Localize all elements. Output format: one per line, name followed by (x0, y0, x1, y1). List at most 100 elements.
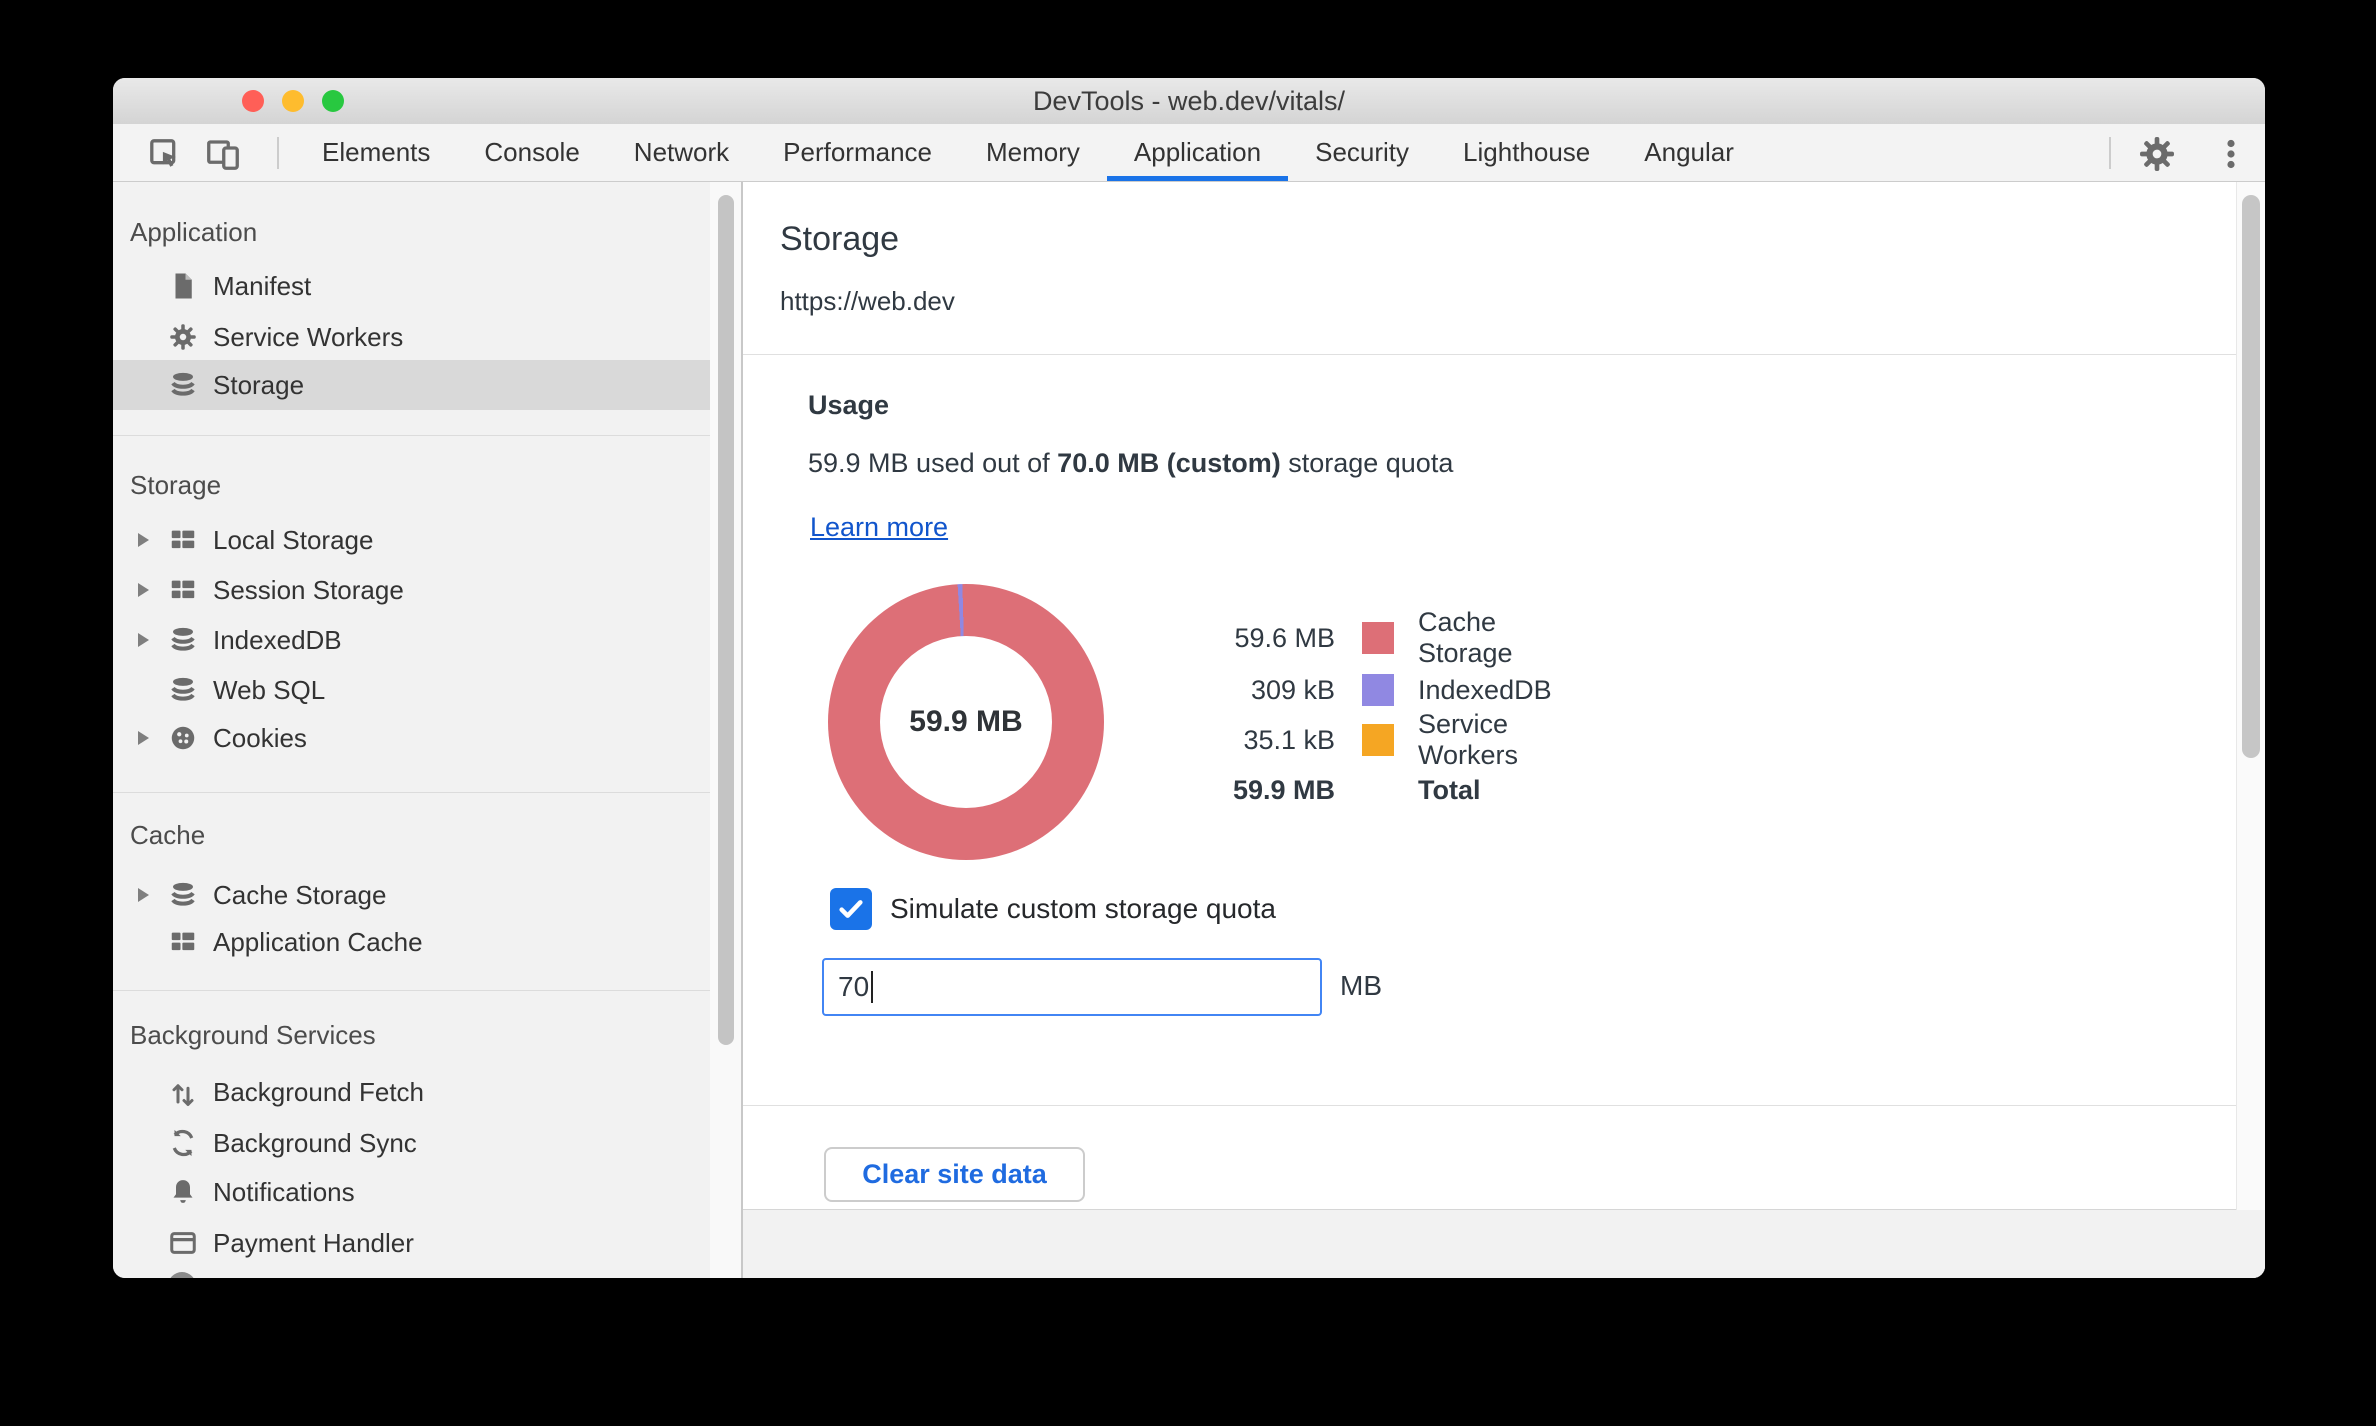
sidebar-item-notifications[interactable]: Notifications (113, 1167, 710, 1217)
storage-panel: Storage https://web.dev Usage 59.9 MB us… (743, 182, 2265, 1278)
database-icon (171, 627, 195, 651)
tab-network[interactable]: Network (633, 137, 730, 167)
main-scrollbar-thumb[interactable] (2242, 195, 2260, 758)
sidebar-item-local-storage[interactable]: Local Storage (113, 515, 710, 565)
quota-unit-label: MB (1340, 970, 1382, 1001)
toolbar-divider (277, 137, 279, 169)
sidebar-item-indexeddb[interactable]: IndexedDB (113, 615, 710, 665)
inspect-element-icon[interactable] (143, 132, 187, 176)
sidebar-item-manifest[interactable]: Manifest (113, 261, 710, 311)
legend-label: Service Workers (1418, 709, 1519, 770)
main-scrollbar-track[interactable] (2236, 182, 2265, 1210)
learn-more-link[interactable]: Learn more (810, 512, 949, 542)
expand-arrow-icon[interactable] (138, 633, 168, 647)
section-header-storage: Storage (130, 469, 222, 500)
section-header-application: Application (130, 216, 258, 247)
simulate-quota-label: Simulate custom storage quota (890, 893, 1276, 924)
table-icon (171, 932, 195, 951)
sidebar-item-label: Payment Handler (213, 1227, 414, 1258)
sidebar-item-label: Cache Storage (213, 879, 387, 910)
legend-value: 35.1 kB (1243, 724, 1335, 755)
service-workers-swatch (1362, 724, 1394, 756)
expand-arrow-icon[interactable] (138, 888, 168, 902)
database-icon (171, 372, 195, 396)
tab-memory[interactable]: Memory (986, 137, 1080, 167)
legend-label: IndexedDB (1418, 674, 1552, 705)
expand-arrow-icon[interactable] (138, 533, 168, 547)
tab-angular[interactable]: Angular (1644, 137, 1734, 167)
section-header-background-services: Background Services (130, 1019, 376, 1050)
legend-total-value: 59.9 MB (1232, 774, 1335, 805)
sidebar-item-application-cache[interactable]: Application Cache (113, 917, 710, 967)
sidebar-item-label: Session Storage (213, 574, 404, 605)
devtools-window: DevTools - web.dev/vitals/ Elements Cons… (113, 78, 2265, 1278)
legend-label: Cache Storage (1418, 607, 1513, 668)
legend-total-label: Total (1418, 774, 1481, 805)
tab-console[interactable]: Console (484, 137, 580, 167)
sidebar-item-label: Cookies (213, 722, 307, 753)
sidebar-item-label: Manifest (213, 270, 312, 301)
window-title: DevTools - web.dev/vitals/ (1032, 86, 1346, 116)
sidebar-item-label: Service Workers (213, 321, 404, 352)
origin-url: https://web.dev (780, 286, 955, 316)
sidebar-scrollbar-thumb[interactable] (718, 195, 734, 1045)
simulate-quota-checkbox[interactable] (830, 888, 872, 930)
device-toolbar-icon[interactable] (201, 132, 245, 176)
sidebar-item-service-workers[interactable]: Service Workers (113, 312, 710, 362)
tab-application[interactable]: Application (1106, 124, 1289, 181)
donut-center-label: 59.9 MB (880, 636, 1052, 808)
clear-site-data-button[interactable]: Clear site data (824, 1147, 1085, 1202)
sidebar-item-label: Application Cache (213, 926, 423, 957)
database-icon (171, 677, 195, 701)
quota-input-value: 70 (838, 971, 870, 1002)
sidebar-item-payment-handler[interactable]: Payment Handler (113, 1218, 710, 1268)
minimize-window-button[interactable] (282, 90, 304, 112)
sidebar-item-cache-storage[interactable]: Cache Storage (113, 870, 710, 920)
sidebar-item-label: Local Storage (213, 524, 374, 555)
panel-split-divider[interactable] (741, 182, 743, 1278)
tab-security[interactable]: Security (1315, 137, 1410, 167)
usage-summary: 59.9 MB used out of 70.0 MB (custom) sto… (808, 448, 1453, 479)
expand-arrow-icon[interactable] (138, 731, 168, 745)
page-title: Storage (780, 220, 900, 258)
usage-used: 59.9 MB used out of (808, 448, 1058, 478)
sidebar-item-background-sync[interactable]: Background Sync (113, 1118, 710, 1168)
usage-quota: 70.0 MB (custom) (1057, 448, 1281, 478)
up-down-arrows-icon (172, 1084, 194, 1106)
sidebar-item-session-storage[interactable]: Session Storage (113, 565, 710, 615)
close-window-button[interactable] (242, 90, 264, 112)
sidebar-item-label: Notifications (213, 1176, 355, 1207)
legend-value: 59.6 MB (1234, 622, 1335, 653)
tab-performance[interactable]: Performance (783, 137, 932, 167)
sidebar-divider (113, 990, 710, 991)
sidebar-item-web-sql[interactable]: Web SQL (113, 665, 710, 715)
cookie-icon (171, 726, 195, 750)
toolbar-divider (2109, 137, 2111, 169)
database-icon (171, 882, 195, 906)
sidebar-item-cookies[interactable]: Cookies (113, 713, 710, 763)
section-header-cache: Cache (130, 819, 206, 850)
legend-value: 309 kB (1250, 674, 1335, 705)
panel-tabs: Elements Console Network Performance Mem… (295, 124, 1761, 181)
zoom-window-button[interactable] (322, 90, 344, 112)
sidebar-item-storage[interactable]: Storage (113, 360, 710, 410)
application-sidebar: Application Manifest Service Workers (113, 182, 741, 1278)
payment-card-icon (170, 1232, 196, 1254)
sidebar-item-label: Storage (213, 369, 305, 400)
tab-lighthouse[interactable]: Lighthouse (1463, 137, 1591, 167)
sidebar-item-background-fetch[interactable]: Background Fetch (113, 1067, 710, 1117)
text-caret (871, 971, 874, 1003)
sidebar-item-label: Web SQL (213, 674, 326, 705)
quota-input[interactable]: 70 (822, 958, 1322, 1016)
sync-icon (172, 1129, 194, 1157)
kebab-menu-icon[interactable] (2209, 132, 2253, 176)
sidebar-divider (113, 792, 710, 793)
panel-footer-strip (743, 1209, 2265, 1278)
expand-arrow-icon[interactable] (138, 583, 168, 597)
cache-storage-swatch (1362, 622, 1394, 654)
settings-gear-icon[interactable] (2135, 132, 2179, 176)
devtools-toolbar: Elements Console Network Performance Mem… (113, 124, 2265, 182)
tab-elements[interactable]: Elements (322, 137, 431, 167)
section-divider (743, 1105, 2236, 1106)
sidebar-divider (113, 435, 710, 436)
